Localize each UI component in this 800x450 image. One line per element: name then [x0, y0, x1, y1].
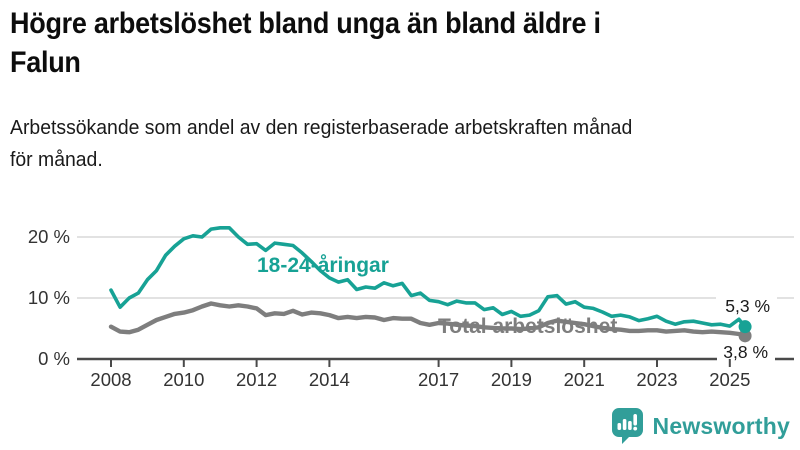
chart-subtitle: Arbetssökande som andel av den registerb…: [10, 112, 800, 176]
youth-18-24-series-label: 18-24-åringar: [257, 254, 389, 277]
x-tick-label-2019: 2019: [491, 369, 532, 390]
total-series-label: Total arbetslöshet: [438, 315, 617, 338]
newsworthy-logo[interactable]: Newsworthy: [611, 406, 790, 446]
x-tick-label-2014: 2014: [309, 369, 350, 390]
x-tick-label-2012: 2012: [236, 369, 277, 390]
chart-subtitle-line-1: Arbetssökande som andel av den registerb…: [10, 117, 633, 139]
youth-18-24-end-dot: [738, 320, 752, 334]
page-title-line-1: Högre arbetslöshet bland unga än bland ä…: [10, 7, 601, 40]
unemployment-line-chart: 18-24-åringar Total arbetslöshet 5,3 % 3,8 …: [0, 200, 800, 400]
total-end-dot: [738, 329, 752, 343]
total-series-line: [108, 301, 748, 339]
y-tick-label-20: 20 %: [28, 226, 70, 247]
youth-18-24-series-line: [109, 225, 747, 329]
total-end-value-label: 3,8 %: [723, 342, 768, 362]
youth-18-24-end-value-label: 5,3 %: [725, 296, 770, 316]
page-title-line-2: Falun: [10, 46, 81, 79]
x-tick-label-2021: 2021: [564, 369, 605, 390]
x-tick-label-2025: 2025: [709, 369, 750, 390]
page-title: Högre arbetslöshet bland unga än bland ä…: [10, 4, 766, 82]
y-tick-label-10: 10 %: [28, 287, 70, 308]
y-tick-label-0: 0 %: [38, 348, 70, 369]
x-tick-label-2017: 2017: [418, 369, 459, 390]
speech-bubble-shape: [611, 408, 643, 444]
chart-canvas: 18-24-åringar Total arbetslöshet 5,3 % 3,8 …: [28, 225, 794, 390]
newsworthy-wordmark: Newsworthy: [652, 412, 790, 439]
x-tick-label-2023: 2023: [636, 369, 677, 390]
chart-subtitle-line-2: för månad.: [10, 149, 103, 171]
x-tick-label-2010: 2010: [163, 369, 204, 390]
x-tick-label-2008: 2008: [90, 369, 131, 390]
newsworthy-icon: [611, 408, 643, 444]
bar-chart-glyph: [617, 414, 637, 431]
